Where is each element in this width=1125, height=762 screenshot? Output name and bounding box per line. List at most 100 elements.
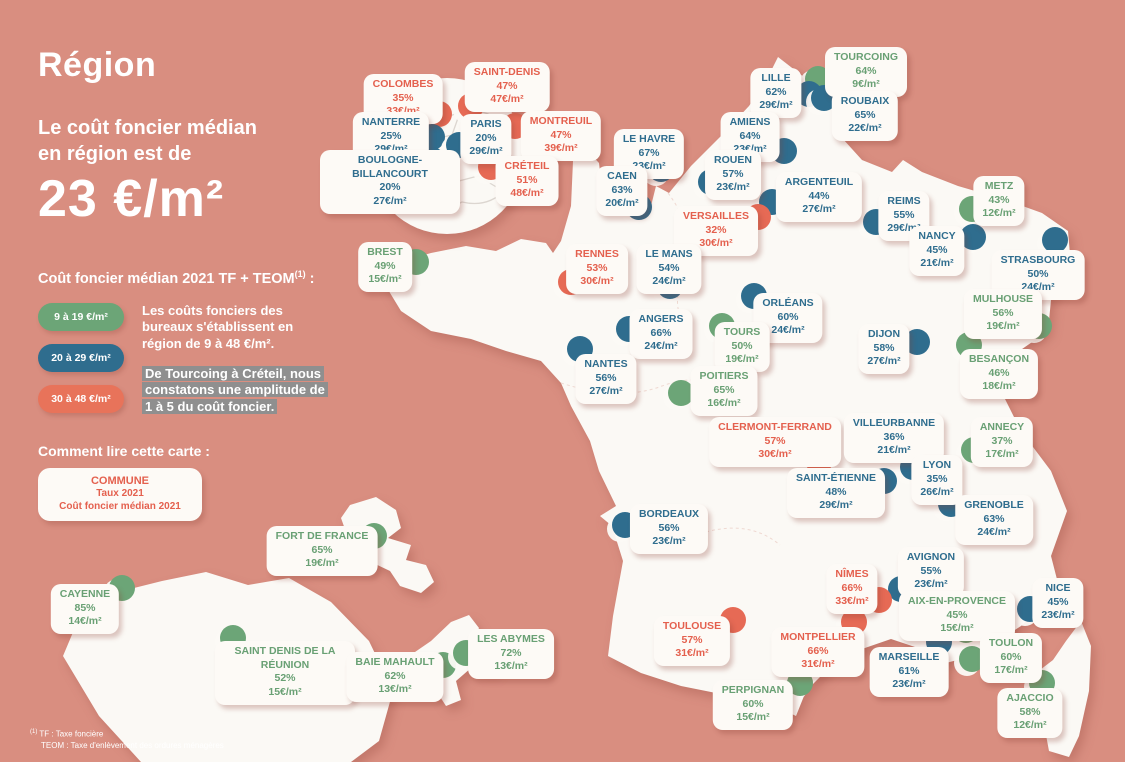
city-name: SAINT DENIS DE LA RÉUNION xyxy=(234,645,336,671)
city-cost: 15€/m² xyxy=(368,273,402,286)
city-taux: 66% xyxy=(807,644,829,657)
city-taux: 51% xyxy=(516,173,538,186)
howto-card: COMMUNE Taux 2021 Coût foncier médian 20… xyxy=(38,467,202,521)
city-card-orl-ans: ORLÉANS 60% 24€/m² xyxy=(753,293,823,343)
city-name: NANCY xyxy=(918,230,956,242)
city-cost: 48€/m² xyxy=(510,187,544,200)
city-name: ANGERS xyxy=(638,313,684,325)
city-card-paris: PARIS 20% 29€/m² xyxy=(460,114,512,164)
city-name: ARGENTEUIL xyxy=(784,176,854,188)
city-card-tourcoing: TOURCOING 64% 9€/m² xyxy=(825,47,907,97)
legend: 9 à 19 €/m² 20 à 29 €/m² 30 à 48 €/m² Les … xyxy=(38,302,338,429)
city-card-caen: CAEN 63% 20€/m² xyxy=(596,166,648,216)
city-name: TOULON xyxy=(988,637,1034,649)
city-card-brest: BREST 49% 15€/m² xyxy=(358,242,412,292)
city-cost: 18€/m² xyxy=(982,380,1016,393)
city-cost: 23€/m² xyxy=(652,535,686,548)
city-card-marseille: MARSEILLE 61% 23€/m² xyxy=(869,647,949,697)
city-taux: 72% xyxy=(500,646,522,659)
city-taux: 58% xyxy=(1019,705,1041,718)
city-card-nantes: NANTES 56% 27€/m² xyxy=(575,354,637,404)
city-taux: 25% xyxy=(380,129,402,142)
city-dot-strasbourg xyxy=(1042,227,1068,253)
city-cost: 27€/m² xyxy=(867,355,901,368)
legend-title-text: Coût foncier médian 2021 TF + TEOM xyxy=(38,270,295,287)
legend-highlight: De Tourcoing à Créteil, nous constatons … xyxy=(142,365,334,416)
city-card-avignon: AVIGNON 55% 23€/m² xyxy=(897,547,965,597)
city-taux: 55% xyxy=(893,208,915,221)
city-taux: 53% xyxy=(586,261,608,274)
city-cost: 30€/m² xyxy=(580,275,614,288)
city-name: REIMS xyxy=(887,195,921,207)
subtitle-line-1: Le coût foncier médian xyxy=(38,117,257,139)
city-cost: 21€/m² xyxy=(920,257,954,270)
legend-texts: Les coûts fonciers des bureaux s'établis… xyxy=(142,303,334,429)
city-taux: 45% xyxy=(926,243,948,256)
city-card-reims: REIMS 55% 29€/m² xyxy=(878,191,930,241)
city-taux: 47% xyxy=(496,79,518,92)
howto-cost: Coût foncier médian 2021 xyxy=(59,501,181,513)
city-card-nice: NICE 45% 23€/m² xyxy=(1032,578,1084,628)
city-cost: 17€/m² xyxy=(985,448,1019,461)
city-cost: 20€/m² xyxy=(605,197,639,210)
city-cost: 47€/m² xyxy=(490,93,524,106)
city-cost: 13€/m² xyxy=(494,660,528,673)
subtitle-line-2: en région est de xyxy=(38,143,192,165)
city-card-mulhouse: MULHOUSE 56% 19€/m² xyxy=(963,289,1043,339)
city-name: CAYENNE xyxy=(59,588,111,600)
legend-highlight-text: De Tourcoing à Créteil, nous constatons … xyxy=(142,365,328,414)
legend-title-suffix: : xyxy=(305,270,315,287)
city-name: AMIENS xyxy=(729,116,771,128)
city-taux: 55% xyxy=(920,564,942,577)
city-taux: 37% xyxy=(991,434,1013,447)
city-card-n-mes: NÎMES 66% 33€/m² xyxy=(826,564,878,614)
city-taux: 50% xyxy=(1027,267,1049,280)
city-card-grenoble: GRENOBLE 63% 24€/m² xyxy=(955,495,1033,545)
city-name: VERSAILLES xyxy=(683,210,749,222)
city-taux: 32% xyxy=(705,223,727,236)
city-name: AJACCIO xyxy=(1006,692,1054,704)
city-card-cr-teil: CRÉTEIL 51% 48€/m² xyxy=(495,156,559,206)
city-taux: 66% xyxy=(841,581,863,594)
howto-taux: Taux 2021 xyxy=(96,487,144,499)
city-name: DIJON xyxy=(867,328,901,340)
footnote: (1) TF : Taxe foncière TEOM : Taxe d'enl… xyxy=(30,728,224,752)
city-card-besan-on: BESANÇON 46% 18€/m² xyxy=(959,349,1039,399)
howto-title: Comment lire cette carte : xyxy=(38,442,210,459)
city-name: GRENOBLE xyxy=(964,499,1024,511)
legend-pill-30-48: 30 à 48 €/m² xyxy=(38,384,124,413)
city-name: VILLEURBANNE xyxy=(852,417,936,429)
city-card-ajaccio: AJACCIO 58% 12€/m² xyxy=(997,688,1063,738)
city-card-perpignan: PERPIGNAN 60% 15€/m² xyxy=(712,680,794,730)
city-cost: 12€/m² xyxy=(1013,719,1047,732)
city-cost: 26€/m² xyxy=(920,486,954,499)
footnote-line-1: (1) TF : Taxe foncière xyxy=(30,728,224,740)
city-card-metz: METZ 43% 12€/m² xyxy=(973,176,1025,226)
city-name: NANTES xyxy=(584,358,628,370)
city-name: TOURCOING xyxy=(834,51,898,63)
page-title: Région xyxy=(38,46,157,84)
city-cost: 22€/m² xyxy=(848,122,882,135)
city-name: MULHOUSE xyxy=(972,293,1034,305)
city-name: CRÉTEIL xyxy=(504,160,550,172)
city-card-toulouse: TOULOUSE 57% 31€/m² xyxy=(653,616,731,666)
city-taux: 56% xyxy=(658,521,680,534)
martinique-shape xyxy=(341,497,434,593)
city-taux: 65% xyxy=(311,543,333,556)
city-name: LE HAVRE xyxy=(622,133,676,145)
city-cost: 29€/m² xyxy=(469,145,503,158)
city-card-villeurbanne: VILLEURBANNE 36% 21€/m² xyxy=(843,413,945,463)
city-card-saint-denis-de-la-r-union: SAINT DENIS DE LA RÉUNION 52% 15€/m² xyxy=(215,641,355,705)
city-taux: 65% xyxy=(854,108,876,121)
city-card-rouen: ROUEN 57% 23€/m² xyxy=(705,150,761,200)
city-card-argenteuil: ARGENTEUIL 44% 27€/m² xyxy=(775,172,863,222)
city-name: POITIERS xyxy=(699,370,749,382)
city-name: BORDEAUX xyxy=(638,508,700,520)
city-dot-poitiers xyxy=(668,380,694,406)
city-card-baie-mahault: BAIE MAHAULT 62% 13€/m² xyxy=(346,652,444,702)
city-cost: 15€/m² xyxy=(736,711,770,724)
footnote-tf: TF : Taxe foncière xyxy=(39,729,104,739)
city-name: LE MANS xyxy=(645,248,693,260)
city-name: TOURS xyxy=(723,326,761,338)
howto-commune: COMMUNE xyxy=(90,474,150,487)
